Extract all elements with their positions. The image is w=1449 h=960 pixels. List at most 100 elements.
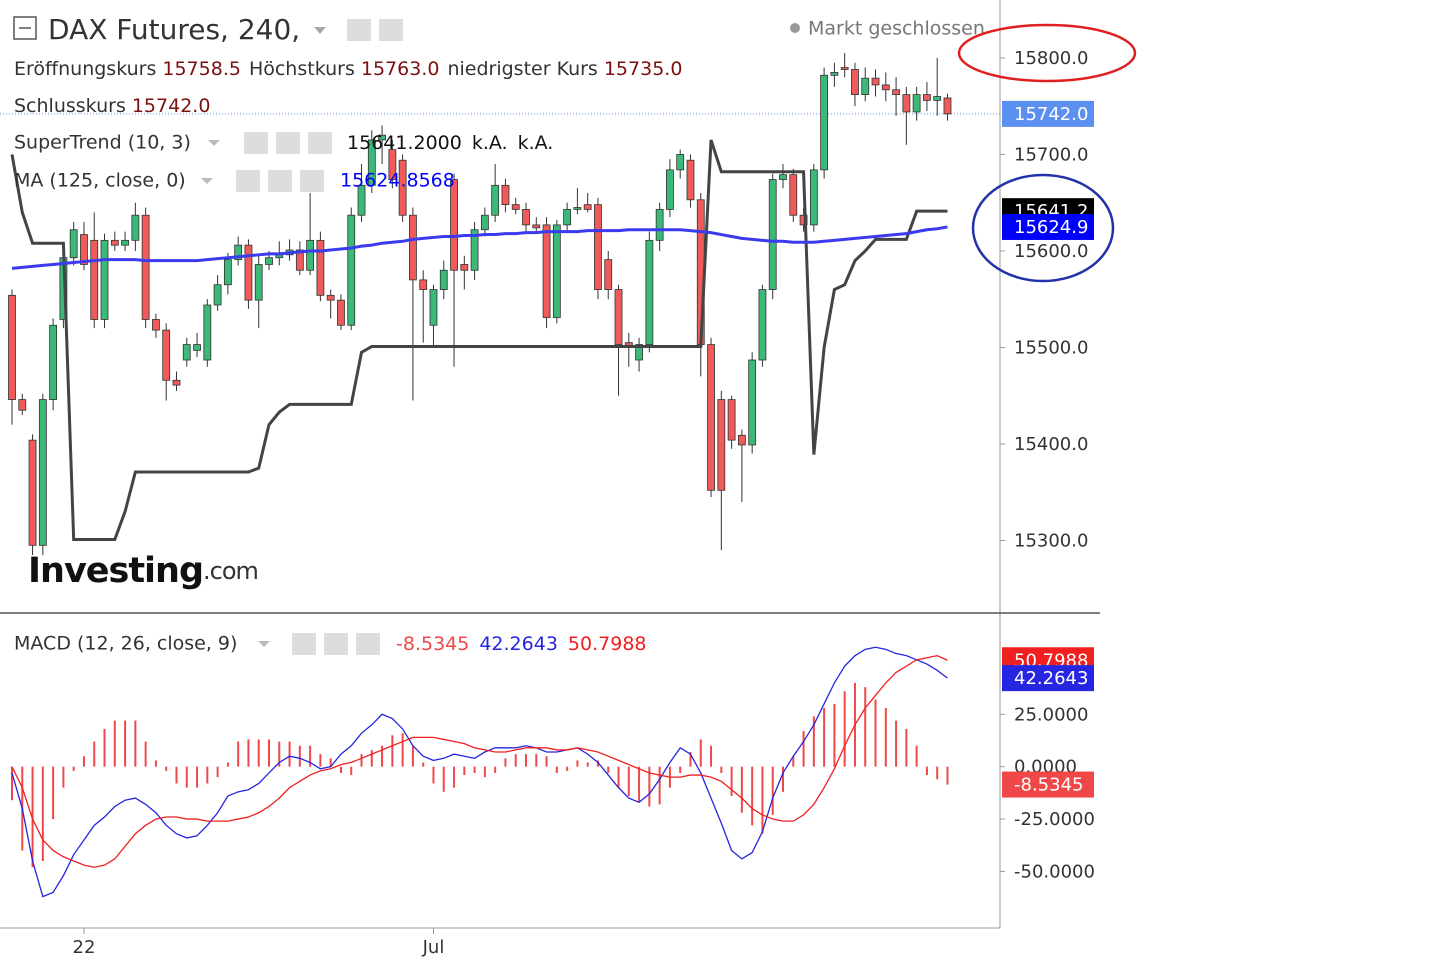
price-badge [1002,213,1094,240]
candle-body [789,174,798,216]
indicator-value: 50.7988 [568,633,647,655]
candle-body [912,94,921,113]
price-badge-label: -8.5345 [1014,775,1083,796]
candle-body [316,239,325,296]
candle-body [326,294,335,301]
collapse-icon[interactable] [13,16,37,40]
candle-body [90,239,99,320]
overlay-line [11,225,948,270]
indicator-value: k.A. [472,132,508,154]
candle-body [337,299,345,326]
ohlc-legend: Schlusskurs 15742.0 [14,95,210,117]
candle-body [871,77,880,86]
candle-body [779,174,787,180]
candle-body [851,69,859,95]
highlight-ellipse [957,23,1137,83]
y-tick-label: 15500.0 [1014,337,1088,358]
y-tick-label: 15800.0 [1014,48,1088,69]
icon-button[interactable] [300,170,324,192]
candle-body [234,244,243,261]
icon-button[interactable] [308,132,332,154]
price-badge [1002,100,1094,127]
candle-body [69,229,78,259]
price-badge-label: 15624.9 [1014,217,1088,238]
icon-button[interactable] [347,19,371,41]
candle-body [265,257,273,265]
candle-body [100,239,109,320]
candle-body [902,94,911,113]
candle-body [737,434,746,446]
candle-body [501,184,510,206]
legend-label: Eröffnungskurs [14,58,156,80]
candle-body [840,67,849,70]
icon-button[interactable] [324,633,348,655]
candle-body [28,439,37,546]
icon-button[interactable] [276,132,300,154]
icon-button[interactable] [236,170,260,192]
candle-body [943,97,952,115]
candle-body [131,214,140,241]
indicator-value: 42.2643 [479,633,558,655]
candle-body [141,214,150,320]
candle-body [635,344,643,361]
candle-body [213,284,222,306]
legend-value: 15742.0 [132,95,211,117]
watermark-brand: Investing [28,551,203,591]
candle-body [799,214,808,226]
candle-body [830,71,839,76]
watermark: Investing.com [28,551,258,591]
macd-line [11,646,948,898]
candle-body [727,399,736,441]
dropdown-arrow[interactable] [314,27,326,34]
ohlc-legend: Eröffnungskurs 15758.5 Höchstkurs 15763.0 ni… [14,58,682,80]
candle-body [357,184,366,216]
candle-body [614,289,623,345]
icon-button[interactable] [379,19,403,41]
macd-line [11,654,948,868]
dropdown-arrow[interactable] [208,140,220,146]
candle-body [933,96,942,101]
y-tick-label: 15700.0 [1014,144,1088,165]
legend-value: 15763.0 [361,58,440,80]
candle-body [18,399,27,411]
price-badge [1002,665,1094,692]
candle-body [429,289,438,326]
price-badge-label: 15742.0 [1014,104,1088,125]
candle-body [80,234,88,265]
icon-button[interactable] [356,633,380,655]
indicator-value: -8.5345 [396,633,469,655]
annotations [957,23,1137,283]
indicator-name: MACD (12, 26, close, 9) [14,633,237,655]
candle-body [563,209,572,226]
candle-body [892,89,900,95]
candle-body [306,239,315,271]
candle-body [347,214,356,326]
legend-label: Höchstkurs [249,58,355,80]
icon-button[interactable] [244,132,268,154]
y-tick-label: -25.0000 [1014,809,1095,830]
candle-body [717,399,726,491]
indicator-name: MA (125, close, 0) [14,170,186,192]
candle-body [203,304,212,361]
candle-body [809,169,818,226]
candle-body [480,214,489,231]
x-tick-label: Jul [422,937,445,958]
candle-body [419,279,428,290]
candle-body [820,74,829,171]
indicator-value: 15624.8568 [340,170,455,192]
candle-body [881,84,890,91]
highlight-ellipse [971,173,1115,283]
icon-button[interactable] [268,170,292,192]
dropdown-arrow[interactable] [201,178,213,184]
dropdown-arrow[interactable] [258,641,270,647]
indicator-name: SuperTrend (10, 3) [14,132,191,154]
candle-body [511,204,520,210]
candle-body [388,149,397,180]
candle-body [923,94,931,101]
icon-button[interactable] [292,633,316,655]
indicator-values: -8.5345 42.2643 50.7988 [396,633,647,655]
candle-body [378,134,386,141]
y-tick-label: -50.0000 [1014,861,1095,882]
legend-value: 15758.5 [162,58,241,80]
watermark-domain: .com [203,557,258,585]
